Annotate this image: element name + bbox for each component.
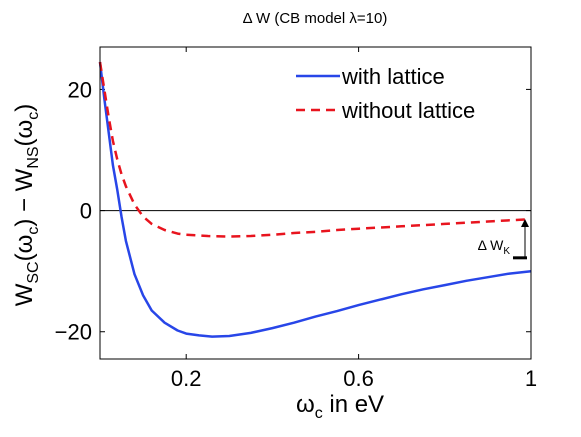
- legend-label: with lattice: [341, 64, 445, 89]
- y-tick-label: 0: [80, 199, 92, 224]
- annotation-label: Δ WK: [478, 237, 511, 257]
- delta-wk-annotation: Δ WK: [478, 219, 529, 260]
- y-ticks: −20 0 20: [55, 77, 531, 345]
- legend: with lattice without lattice: [296, 64, 475, 123]
- legend-label: without lattice: [341, 98, 475, 123]
- plot-background: [100, 47, 531, 359]
- series-line-without-lattice: [98, 61, 532, 238]
- x-axis-label: ωc in eV: [296, 391, 384, 422]
- x-tick-label: 0.6: [343, 366, 374, 391]
- series-group: [98, 61, 532, 338]
- plot-frame: [99, 46, 532, 360]
- x-tick-label: 0.2: [171, 366, 202, 391]
- y-tick-label: −20: [55, 320, 92, 345]
- x-ticks: 0.2 0.6 1: [171, 47, 537, 391]
- y-tick-label: 20: [68, 77, 92, 102]
- annotation-arrow-head: [521, 219, 529, 228]
- y-axis-label: WSC(ωc) − WNS(ωc): [11, 104, 42, 307]
- x-tick-label: 1: [525, 366, 537, 391]
- chart-title: Δ W (CB model λ=10): [243, 10, 388, 27]
- series-line-with-lattice: [98, 61, 532, 338]
